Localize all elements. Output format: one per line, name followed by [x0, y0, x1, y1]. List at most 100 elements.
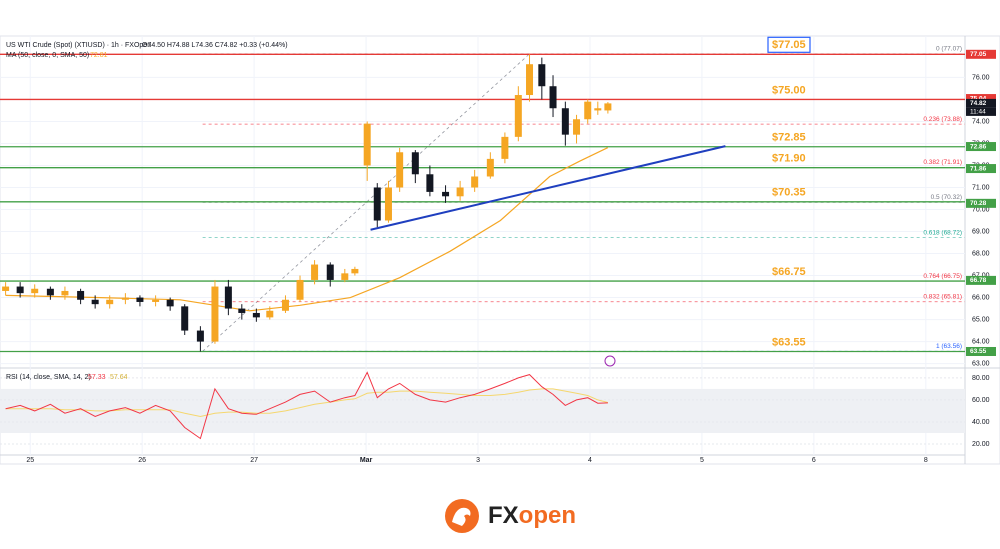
candle-body: [514, 95, 522, 137]
candle-body: [573, 119, 581, 135]
fib-label: 0.5 (70.32): [931, 194, 962, 201]
level-label-box: [767, 36, 811, 53]
candle-body: [604, 103, 612, 111]
candle-body: [549, 86, 557, 109]
fib-label: 0.236 (73.88): [923, 116, 962, 123]
x-tick-label: 6: [812, 457, 816, 464]
x-tick-label: 27: [250, 457, 258, 464]
fib-label: 0 (77.07): [936, 46, 962, 53]
candle-body: [296, 279, 304, 300]
plot: 0 (77.07) 0.236 (73.88) 0.382 (71.91) 0.5 (…: [0, 36, 965, 440]
candle-body: [91, 299, 99, 305]
candle-body: [224, 286, 232, 309]
candle-body: [238, 308, 246, 313]
brand-logo: FXopen: [445, 499, 576, 533]
candle-body: [121, 297, 129, 300]
candle-body: [77, 290, 85, 300]
y-tick-label: 65.00: [972, 316, 990, 323]
price-badge-label: 63.55: [970, 348, 987, 355]
y-tick-label: 71.00: [972, 184, 990, 191]
x-tick-label: 25: [26, 457, 34, 464]
ma-last: 72.81: [90, 52, 108, 59]
y-tick-label: 76.00: [972, 74, 990, 81]
rsi-tick-label: 60.00: [972, 397, 990, 404]
fib-label: 0.832 (65.81): [923, 293, 962, 300]
level-label: $70.35: [772, 187, 806, 199]
y-tick-label: 69.00: [972, 228, 990, 235]
sma-line: [5, 147, 609, 312]
candle-body: [411, 152, 419, 175]
x-tick-label: 8: [924, 457, 928, 464]
fib-label: 1 (63.56): [936, 343, 962, 350]
price-badge: [966, 49, 996, 59]
candle-body: [106, 299, 114, 305]
candle-body: [196, 330, 204, 342]
symbol-title: US WTI Crude (Spot) (XTIUSD) · 1h · FXOp…: [6, 42, 151, 49]
x-tick-label: 5: [700, 457, 704, 464]
fib-label: 0.764 (66.75): [923, 273, 962, 280]
candle-body: [2, 286, 10, 291]
candle-body: [561, 108, 569, 135]
candle-body: [211, 286, 219, 342]
candle-body: [281, 299, 289, 311]
candle-body: [166, 299, 174, 307]
y-tick-label: 66.00: [972, 294, 990, 301]
candle-body: [526, 64, 534, 96]
level-label: $66.75: [772, 266, 806, 278]
candle-body: [442, 191, 450, 197]
candle-body: [46, 288, 54, 296]
rsi-line: [5, 371, 608, 440]
level-label: $63.55: [772, 336, 806, 348]
y-tick-label: 63.00: [972, 360, 990, 367]
price-badge-label: 74.82: [970, 100, 987, 107]
event-icon[interactable]: [604, 355, 616, 367]
candle-body: [456, 187, 464, 197]
countdown-label: 11:44: [970, 109, 986, 116]
level-label: $75.00: [772, 84, 806, 96]
brand-fx: FX: [488, 502, 519, 529]
ma-label: MA (50, close, 0, SMA, 50): [6, 52, 89, 59]
grid: [0, 36, 965, 455]
price-badge-label: 66.78: [970, 277, 987, 284]
candle-body: [396, 152, 404, 188]
candle-body: [501, 136, 509, 159]
price-badge-label: 72.86: [970, 143, 987, 150]
x-tick-label: 4: [588, 457, 592, 464]
candle-body: [266, 310, 274, 318]
price-badge: [966, 346, 996, 356]
price-badge-label: 71.86: [970, 165, 987, 172]
rsi-ma-last: 57.64: [110, 374, 128, 381]
price-badge: [966, 142, 996, 152]
candle-body: [61, 290, 69, 296]
candle-body: [31, 288, 39, 294]
candle-body: [181, 306, 189, 331]
level-label: $71.90: [772, 153, 806, 165]
rsi-last: 57.33: [88, 374, 106, 381]
candle-body: [136, 297, 144, 302]
price-badge-label: 77.05: [970, 51, 987, 58]
candle-body: [252, 312, 260, 318]
rsi-band: [0, 388, 965, 433]
candle-body: [341, 273, 349, 280]
rsi-tick-label: 20.00: [972, 441, 990, 448]
candle-body: [16, 286, 24, 294]
candle-body: [384, 187, 392, 221]
brand-text: FXopen: [488, 502, 576, 529]
price-badge: [966, 164, 996, 174]
candle-body: [373, 187, 381, 221]
candle-body: [584, 101, 592, 120]
rsi-tick-label: 40.00: [972, 419, 990, 426]
y-tick-label: 64.00: [972, 338, 990, 345]
rsi-tick-label: 80.00: [972, 375, 990, 382]
rsi-label: RSI (14, close, SMA, 14, 2): [6, 374, 91, 381]
level-label: $77.05: [772, 39, 806, 51]
candle-body: [538, 64, 546, 87]
y-tick-label: 74.00: [972, 118, 990, 125]
trendline: [370, 145, 726, 231]
candle-body: [486, 158, 494, 177]
price-badge: [966, 94, 996, 104]
price-badge: [966, 275, 996, 285]
ohlc-header: O74.50 H74.88 L74.36 C74.82 +0.33 (+0.44…: [142, 42, 288, 49]
